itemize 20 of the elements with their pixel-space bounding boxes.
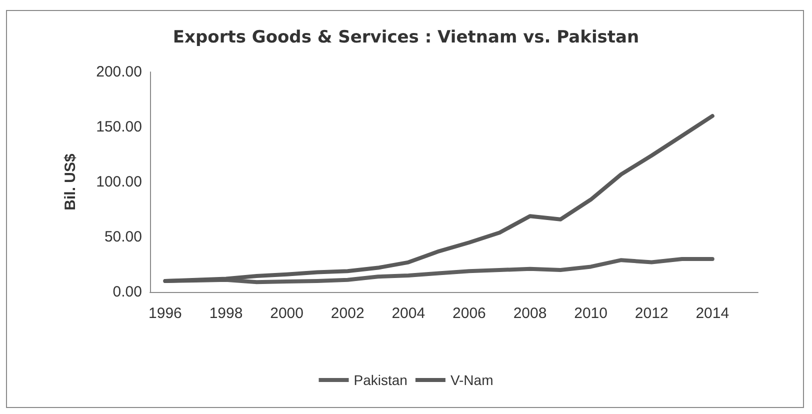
y-tick-label: 50.00 <box>104 228 142 246</box>
x-tick-label: 1996 <box>148 305 182 322</box>
x-tick-label: 2000 <box>270 305 304 322</box>
x-tick-label: 2008 <box>513 305 547 322</box>
x-tick-label: 2012 <box>634 305 668 322</box>
x-tick-label: 2010 <box>574 305 608 322</box>
y-tick-label: 150.00 <box>96 118 142 136</box>
x-tick-label: 2004 <box>392 305 426 322</box>
y-axis-title: Bil. US$ <box>62 153 79 210</box>
x-tick-label: 1998 <box>209 305 243 322</box>
chart-title: Exports Goods & Services : Vietnam vs. Pakistan <box>172 28 640 48</box>
y-tick-label: 0.00 <box>112 284 142 300</box>
x-tick-label: 2014 <box>696 305 730 322</box>
line-series <box>163 114 714 283</box>
legend-label: V-Nam <box>450 372 494 388</box>
legend-label: Pakistan <box>354 372 408 388</box>
y-tick-label: 100.00 <box>96 174 142 190</box>
y-tick-label: 200.00 <box>96 64 142 80</box>
x-tick-label: 2006 <box>452 305 486 322</box>
x-tick-label: 2002 <box>330 305 364 322</box>
